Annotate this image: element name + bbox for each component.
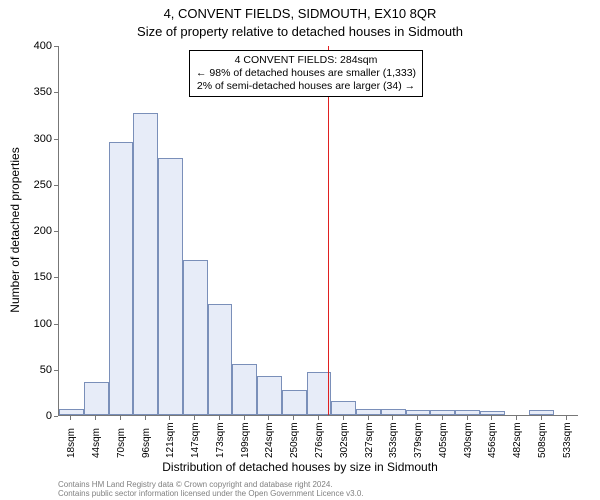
- x-tick-mark: [219, 416, 220, 420]
- footer-line2: Contains public sector information licen…: [58, 489, 364, 498]
- chart-container: 4, CONVENT FIELDS, SIDMOUTH, EX10 8QR Si…: [0, 0, 600, 500]
- x-tick-mark: [95, 416, 96, 420]
- x-tick-mark: [491, 416, 492, 420]
- plot-area: 4 CONVENT FIELDS: 284sqm ← 98% of detach…: [58, 46, 578, 416]
- reference-line: [328, 46, 329, 415]
- footer-line1: Contains HM Land Registry data © Crown c…: [58, 480, 364, 489]
- x-tick-mark: [120, 416, 121, 420]
- chart-title-subtitle: Size of property relative to detached ho…: [0, 24, 600, 39]
- x-tick-mark: [268, 416, 269, 420]
- x-tick-mark: [392, 416, 393, 420]
- x-tick-mark: [343, 416, 344, 420]
- y-tick-label: 100: [0, 318, 58, 330]
- histogram-bar: [480, 411, 505, 415]
- x-tick-label: 508sqm: [537, 422, 548, 458]
- x-tick-label: 199sqm: [240, 422, 251, 458]
- y-tick-label: 0: [0, 410, 58, 422]
- x-tick-mark: [70, 416, 71, 420]
- x-tick-label: 405sqm: [438, 422, 449, 458]
- histogram-bar: [381, 409, 406, 415]
- annot-line2: ← 98% of detached houses are smaller (1,…: [196, 67, 416, 80]
- x-tick-label: 302sqm: [339, 422, 350, 458]
- histogram-bar: [158, 158, 183, 415]
- x-tick-label: 147sqm: [190, 422, 201, 458]
- histogram-bar: [183, 260, 208, 415]
- x-tick-label: 173sqm: [215, 422, 226, 458]
- histogram-bar: [455, 410, 480, 415]
- histogram-bar: [257, 376, 282, 415]
- annotation-box: 4 CONVENT FIELDS: 284sqm ← 98% of detach…: [189, 50, 423, 97]
- x-tick-mark: [516, 416, 517, 420]
- y-tick-mark: [54, 416, 58, 417]
- x-tick-label: 456sqm: [487, 422, 498, 458]
- x-tick-label: 224sqm: [264, 422, 275, 458]
- x-tick-label: 482sqm: [512, 422, 523, 458]
- x-tick-mark: [442, 416, 443, 420]
- x-tick-label: 121sqm: [165, 422, 176, 458]
- annot-line1: 4 CONVENT FIELDS: 284sqm: [196, 54, 416, 67]
- histogram-bar: [208, 304, 233, 415]
- y-tick-label: 250: [0, 179, 58, 191]
- footer-text: Contains HM Land Registry data © Crown c…: [58, 480, 364, 498]
- x-tick-mark: [194, 416, 195, 420]
- histogram-bar: [282, 390, 307, 415]
- histogram-bar: [331, 401, 356, 415]
- x-tick-label: 96sqm: [141, 428, 152, 458]
- x-tick-mark: [169, 416, 170, 420]
- x-tick-mark: [244, 416, 245, 420]
- y-tick-label: 400: [0, 40, 58, 52]
- x-axis-label: Distribution of detached houses by size …: [0, 460, 600, 474]
- histogram-bar: [109, 142, 134, 415]
- x-tick-mark: [417, 416, 418, 420]
- x-tick-label: 379sqm: [413, 422, 424, 458]
- y-tick-label: 150: [0, 271, 58, 283]
- x-tick-mark: [541, 416, 542, 420]
- x-tick-label: 533sqm: [562, 422, 573, 458]
- x-tick-mark: [566, 416, 567, 420]
- x-tick-label: 250sqm: [289, 422, 300, 458]
- x-tick-label: 70sqm: [116, 428, 127, 458]
- x-tick-label: 276sqm: [314, 422, 325, 458]
- x-tick-label: 353sqm: [388, 422, 399, 458]
- x-tick-label: 327sqm: [364, 422, 375, 458]
- x-tick-mark: [145, 416, 146, 420]
- annot-line3: 2% of semi-detached houses are larger (3…: [196, 80, 416, 93]
- histogram-bar: [406, 410, 431, 415]
- x-tick-mark: [467, 416, 468, 420]
- x-tick-label: 44sqm: [91, 428, 102, 458]
- histogram-bar: [529, 410, 554, 415]
- x-tick-label: 18sqm: [66, 428, 77, 458]
- x-tick-mark: [318, 416, 319, 420]
- histogram-bar: [59, 409, 84, 415]
- histogram-bar: [430, 410, 455, 415]
- histogram-bar: [356, 409, 381, 415]
- y-tick-label: 200: [0, 225, 58, 237]
- histogram-bar: [232, 364, 257, 415]
- x-tick-mark: [368, 416, 369, 420]
- x-tick-mark: [293, 416, 294, 420]
- chart-title-address: 4, CONVENT FIELDS, SIDMOUTH, EX10 8QR: [0, 6, 600, 21]
- y-tick-label: 300: [0, 133, 58, 145]
- y-tick-label: 50: [0, 364, 58, 376]
- y-tick-label: 350: [0, 86, 58, 98]
- histogram-bar: [133, 113, 158, 415]
- histogram-bar: [84, 382, 109, 415]
- x-tick-label: 430sqm: [463, 422, 474, 458]
